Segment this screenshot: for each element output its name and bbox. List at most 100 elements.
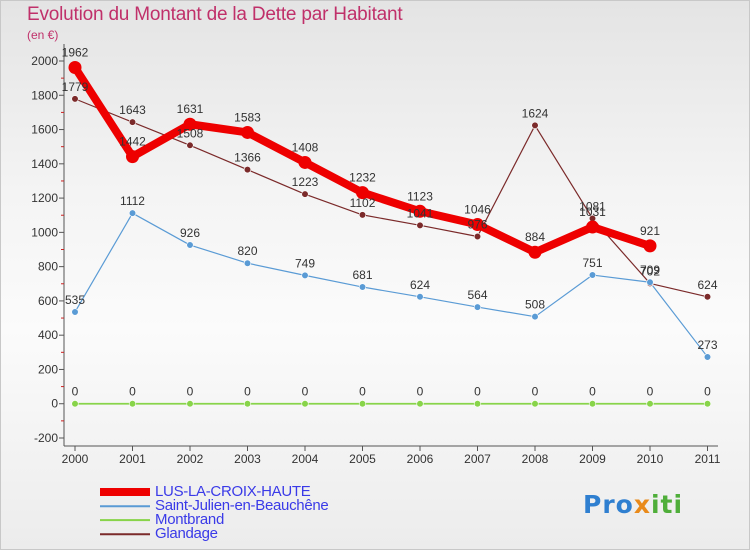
data-point-montbrand [531,400,539,408]
legend-swatch [100,533,150,535]
data-point-saint-julien-en-beauch-ne [358,283,367,291]
legend: LUS-LA-CROIX-HAUTE Saint-Julien-en-Beauch… [100,483,360,542]
data-point-saint-julien-en-beauch-ne [646,278,654,286]
y-tick-label: 800 [38,260,58,274]
data-label-lus-la-croix-haute: 1232 [349,171,376,185]
data-point-lus-la-croix-haute [298,155,312,169]
data-point-lus-la-croix-haute [528,245,542,259]
data-point-saint-julien-en-beauch-ne [473,303,482,311]
data-point-lus-la-croix-haute [471,217,484,231]
data-label-lus-la-croix-haute: 1631 [177,102,204,116]
data-label-glandage: 1223 [292,175,319,189]
data-label-lus-la-croix-haute: 1123 [407,189,433,203]
data-point-saint-julien-en-beauch-ne [71,308,79,316]
data-point-glandage [128,118,137,126]
data-label-lus-la-croix-haute: 1583 [234,110,261,124]
data-label-montbrand: 0 [244,385,251,399]
data-label-lus-la-croix-haute: 1442 [119,135,146,149]
legend-item-montbrand: Montbrand [100,511,360,528]
series-markers-group [68,61,712,408]
data-point-lus-la-croix-haute [241,125,254,139]
data-point-saint-julien-en-beauch-ne [128,209,137,217]
y-tick-label: 1400 [31,157,58,171]
data-label-montbrand: 0 [417,385,424,399]
data-point-lus-la-croix-haute [586,220,599,234]
data-point-glandage [301,190,309,198]
series-line-saint-julien-en-beauch-ne [74,212,709,358]
data-label-saint-julien-en-beauch-ne: 564 [467,288,487,302]
data-label-montbrand: 0 [474,385,481,399]
data-point-saint-julien-en-beauch-ne [531,313,539,321]
legend-swatch [100,505,150,507]
proxiti-logo: Proxiti [583,490,683,519]
data-point-montbrand [128,400,137,408]
data-label-saint-julien-en-beauch-ne: 1112 [120,194,145,208]
legend-label: Saint-Julien-en-Beauchêne [155,497,329,514]
data-label-glandage: 1041 [407,206,434,220]
x-tick-label: 2011 [695,452,721,466]
data-point-montbrand [358,400,367,408]
data-point-glandage [358,211,367,219]
legend-swatch [100,488,150,496]
data-point-montbrand [416,400,424,408]
data-point-montbrand [646,400,654,408]
data-label-glandage: 624 [697,278,717,292]
data-label-montbrand: 0 [72,385,79,399]
axes-group: -200020040060080010001200140016001800200… [31,44,721,466]
data-label-montbrand: 0 [302,385,309,399]
data-point-lus-la-croix-haute [643,239,657,253]
data-label-saint-julien-en-beauch-ne: 681 [352,268,372,282]
x-tick-label: 2000 [62,452,89,466]
data-label-saint-julien-en-beauch-ne: 709 [640,263,660,277]
data-label-montbrand: 0 [187,385,194,399]
data-label-saint-julien-en-beauch-ne: 624 [410,278,430,292]
series-line-lus-la-croix-haute [71,63,654,257]
x-tick-label: 2002 [177,452,204,466]
data-point-montbrand [186,400,194,408]
data-point-saint-julien-en-beauch-ne [416,293,424,301]
y-tick-label: -200 [34,431,58,445]
legend-label: Montbrand [155,511,225,528]
data-label-montbrand: 0 [129,385,136,399]
data-point-lus-la-croix-haute [126,150,139,164]
legend-label: Glandage [155,525,218,542]
x-tick-label: 2005 [349,452,376,466]
y-tick-label: 1800 [31,88,58,102]
y-tick-label: 1200 [31,191,58,205]
data-point-montbrand [243,400,252,408]
data-label-lus-la-croix-haute: 1046 [464,202,491,216]
data-label-montbrand: 0 [647,385,654,399]
chart-title: Evolution du Montant de la Dette par Hab… [27,4,403,25]
data-label-lus-la-croix-haute: 921 [640,224,660,238]
data-point-saint-julien-en-beauch-ne [301,271,309,279]
data-point-glandage [531,121,539,130]
data-label-saint-julien-en-beauch-ne: 535 [65,293,85,307]
y-tick-label: 2000 [31,54,58,68]
data-label-glandage: 702 [640,264,660,278]
x-tick-label: 2004 [292,452,319,466]
data-label-saint-julien-en-beauch-ne: 508 [525,298,545,312]
data-label-saint-julien-en-beauch-ne: 926 [180,226,200,240]
unit-label: (en €) [27,28,59,42]
data-point-lus-la-croix-haute [413,204,427,218]
data-label-saint-julien-en-beauch-ne: 749 [295,256,315,270]
data-label-glandage: 1366 [234,151,261,165]
data-point-glandage [473,232,482,241]
legend-item-glandage: Glandage [100,525,360,542]
y-tick-label: 0 [51,397,58,411]
x-tick-label: 2001 [119,452,146,466]
y-tick-label: 200 [38,362,58,376]
y-tick-label: 600 [38,294,58,308]
data-label-glandage: 1779 [62,80,89,94]
x-tick-label: 2010 [637,452,664,466]
legend-item-lus-la-croix-haute: LUS-LA-CROIX-HAUTE [100,483,360,500]
data-label-glandage: 1624 [522,106,549,120]
data-label-montbrand: 0 [589,385,596,399]
data-label-saint-julien-en-beauch-ne: 273 [697,338,717,352]
data-point-glandage [703,293,712,301]
data-point-glandage [416,221,424,229]
legend-label: LUS-LA-CROIX-HAUTE [155,483,311,500]
x-tick-label: 2003 [234,452,261,466]
data-label-glandage: 976 [467,217,487,231]
